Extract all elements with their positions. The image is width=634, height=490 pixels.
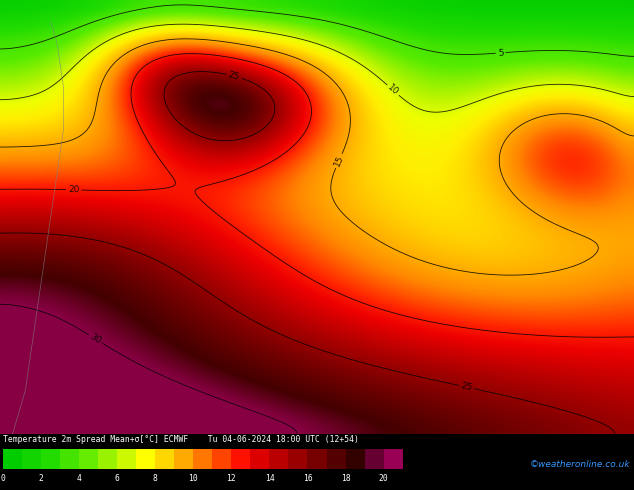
Text: 8: 8 <box>153 474 158 483</box>
Bar <box>212 449 231 468</box>
Text: 2: 2 <box>39 474 44 483</box>
Text: 16: 16 <box>302 474 313 483</box>
Bar <box>269 449 288 468</box>
Text: 25: 25 <box>228 70 240 82</box>
Text: Temperature 2m Spread Mean+σ[°C] ECMWF    Tu 04-06-2024 18:00 UTC (12+54): Temperature 2m Spread Mean+σ[°C] ECMWF T… <box>3 435 359 444</box>
Text: ©weatheronline.co.uk: ©weatheronline.co.uk <box>530 460 631 469</box>
Bar <box>174 449 193 468</box>
Bar <box>327 449 346 468</box>
Bar <box>79 449 98 468</box>
Text: 20: 20 <box>378 474 389 483</box>
Bar <box>231 449 250 468</box>
Bar <box>384 449 403 468</box>
Bar <box>117 449 136 468</box>
Bar <box>193 449 212 468</box>
Bar <box>3 449 22 468</box>
Text: 25: 25 <box>460 382 473 392</box>
Bar <box>60 449 79 468</box>
Text: 4: 4 <box>77 474 82 483</box>
Bar <box>155 449 174 468</box>
Text: 30: 30 <box>88 332 103 346</box>
Text: 14: 14 <box>264 474 275 483</box>
Text: 18: 18 <box>340 474 351 483</box>
Text: 0: 0 <box>1 474 6 483</box>
Text: 6: 6 <box>115 474 120 483</box>
Bar <box>22 449 41 468</box>
Text: 5: 5 <box>498 48 504 57</box>
Bar <box>136 449 155 468</box>
Text: 10: 10 <box>386 83 401 98</box>
Bar <box>346 449 365 468</box>
Bar <box>288 449 307 468</box>
Bar <box>365 449 384 468</box>
Bar <box>307 449 327 468</box>
Bar <box>41 449 60 468</box>
Bar <box>98 449 117 468</box>
Text: 10: 10 <box>188 474 198 483</box>
Text: 15: 15 <box>332 154 346 168</box>
Text: 12: 12 <box>226 474 236 483</box>
Text: 20: 20 <box>68 185 79 195</box>
Bar <box>250 449 269 468</box>
